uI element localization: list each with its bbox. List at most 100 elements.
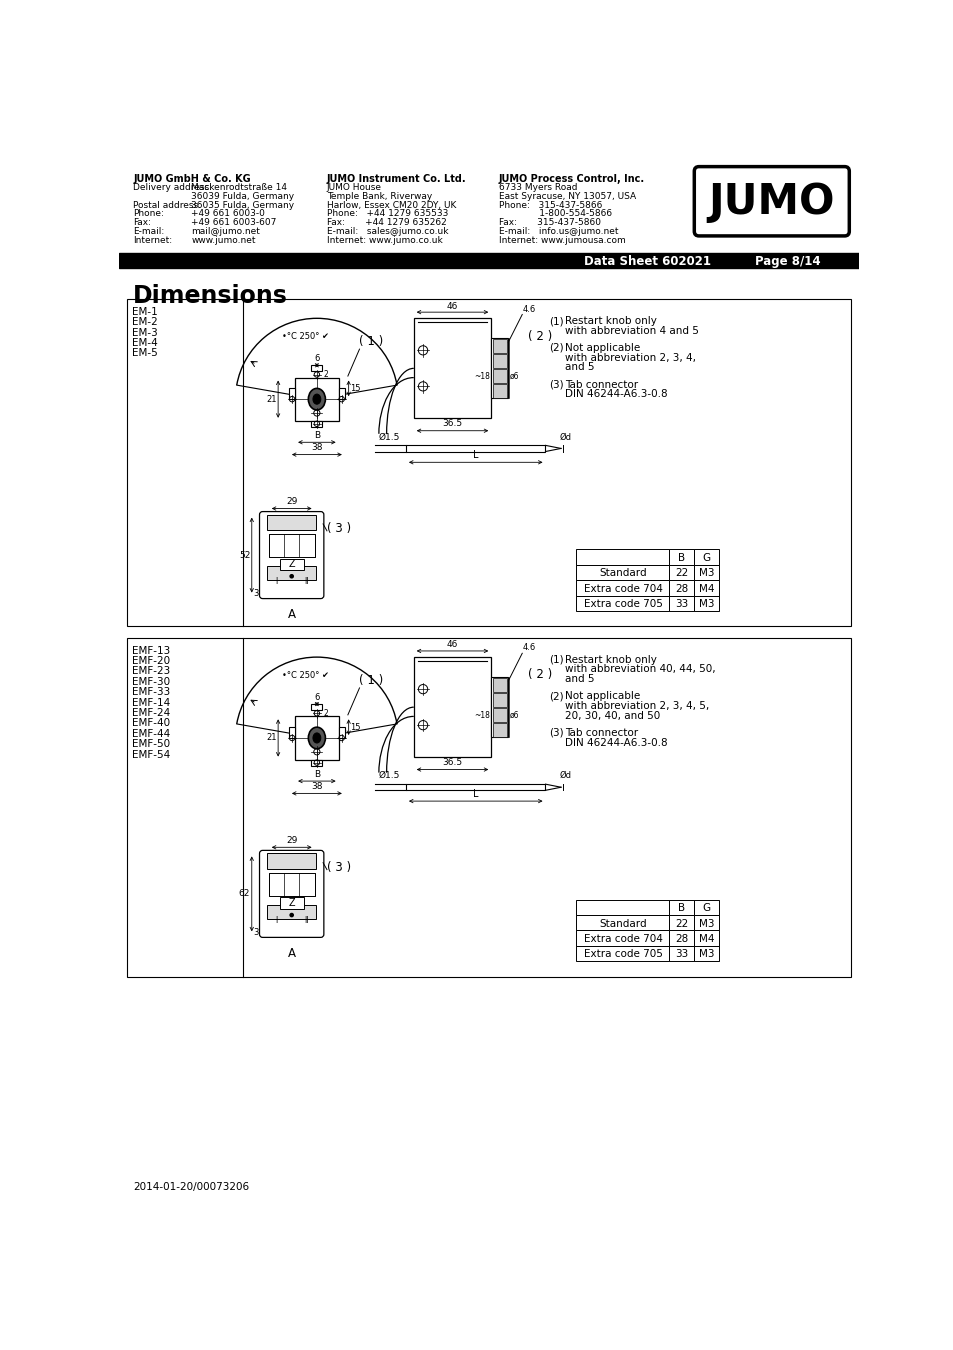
Bar	[338, 728, 344, 738]
Text: EM-4: EM-4	[132, 338, 157, 348]
Bar	[269, 533, 314, 558]
Text: 22: 22	[675, 568, 688, 578]
Text: ( 3 ): ( 3 )	[327, 522, 351, 535]
Bar	[493, 339, 506, 354]
Bar	[491, 678, 508, 737]
Text: Internet: www.jumousa.com: Internet: www.jumousa.com	[498, 236, 625, 244]
Bar	[669, 595, 694, 612]
Text: I: I	[275, 915, 277, 925]
Text: 2014-01-20/00073206: 2014-01-20/00073206	[133, 1183, 249, 1192]
Text: B: B	[314, 431, 319, 440]
Text: Postal address:: Postal address:	[133, 201, 201, 209]
Ellipse shape	[308, 389, 325, 410]
Text: Phone:   315-437-5866: Phone: 315-437-5866	[498, 201, 601, 209]
Text: JUMO Process Control, Inc.: JUMO Process Control, Inc.	[498, 174, 644, 184]
Bar	[669, 946, 694, 961]
Circle shape	[289, 913, 294, 918]
Bar	[279, 559, 303, 570]
Text: ( 1 ): ( 1 )	[359, 674, 383, 687]
Bar	[311, 421, 322, 427]
Text: DIN 46244-A6.3-0.8: DIN 46244-A6.3-0.8	[564, 389, 667, 400]
Bar	[406, 784, 545, 790]
Bar	[127, 637, 850, 976]
Text: Temple Bank, Riverway: Temple Bank, Riverway	[327, 192, 432, 201]
Circle shape	[289, 574, 294, 579]
Text: EM-1: EM-1	[132, 306, 157, 317]
Text: 36039 Fulda, Germany: 36039 Fulda, Germany	[192, 192, 294, 201]
Text: M3: M3	[699, 918, 714, 929]
Text: ( 1 ): ( 1 )	[359, 335, 383, 348]
Text: with abbreviation 2, 3, 4, 5,: with abbreviation 2, 3, 4, 5,	[564, 701, 708, 711]
Bar	[576, 564, 669, 580]
Text: Extra code 705: Extra code 705	[583, 949, 661, 960]
Text: JUMO Instrument Co. Ltd.: JUMO Instrument Co. Ltd.	[327, 174, 466, 184]
Bar	[267, 904, 315, 919]
Bar	[493, 693, 506, 707]
Text: •°C 250° ✔: •°C 250° ✔	[282, 332, 329, 342]
Bar	[267, 514, 315, 531]
Text: EMF-23: EMF-23	[132, 667, 170, 676]
Text: Phone:: Phone:	[133, 209, 164, 219]
Text: 21: 21	[266, 733, 276, 743]
Text: 15: 15	[350, 722, 360, 732]
FancyBboxPatch shape	[259, 512, 323, 598]
Text: Dimensions: Dimensions	[133, 284, 288, 308]
Text: 3: 3	[253, 589, 259, 598]
Text: JUMO House: JUMO House	[327, 182, 381, 192]
Bar	[311, 366, 322, 371]
Text: Phone:   +44 1279 635533: Phone: +44 1279 635533	[327, 209, 448, 219]
Bar	[576, 899, 669, 915]
Text: ( 2 ): ( 2 )	[527, 329, 552, 343]
Text: EMF-44: EMF-44	[132, 729, 170, 738]
Text: Z: Z	[288, 898, 294, 909]
Bar	[406, 446, 545, 451]
Text: DIN 46244-A6.3-0.8: DIN 46244-A6.3-0.8	[564, 737, 667, 748]
Bar	[694, 580, 719, 595]
Text: Fax:       +44 1279 635262: Fax: +44 1279 635262	[327, 219, 446, 227]
Bar	[289, 728, 294, 738]
Bar	[269, 872, 314, 896]
Bar	[576, 915, 669, 930]
FancyBboxPatch shape	[694, 166, 848, 236]
Text: Z: Z	[288, 559, 294, 570]
Text: L: L	[473, 450, 478, 460]
Bar	[267, 566, 315, 580]
Text: E-mail:   info.us@jumo.net: E-mail: info.us@jumo.net	[498, 227, 618, 236]
Text: Restart knob only: Restart knob only	[564, 316, 656, 325]
Text: M4: M4	[699, 934, 714, 944]
Text: +49 661 6003-607: +49 661 6003-607	[192, 219, 276, 227]
Text: L: L	[473, 788, 478, 799]
Text: Not applicable: Not applicable	[564, 691, 639, 702]
Bar	[493, 385, 506, 398]
Text: II: II	[304, 915, 309, 925]
Bar	[576, 549, 669, 564]
Text: 6: 6	[314, 354, 319, 363]
Text: 28: 28	[675, 583, 688, 594]
Text: and 5: and 5	[564, 674, 594, 684]
Bar	[267, 853, 315, 869]
Text: A: A	[288, 946, 295, 960]
Text: Fax:: Fax:	[133, 219, 151, 227]
Text: (3): (3)	[549, 728, 563, 738]
Ellipse shape	[308, 728, 325, 749]
Text: 38: 38	[311, 443, 322, 452]
Text: and 5: and 5	[564, 362, 594, 373]
Text: Ø1.5: Ø1.5	[378, 771, 400, 780]
Text: www.jumo.net: www.jumo.net	[192, 236, 255, 244]
Text: EMF-54: EMF-54	[132, 749, 170, 760]
Text: EMF-13: EMF-13	[132, 645, 170, 656]
Text: with abbreviation 40, 44, 50,: with abbreviation 40, 44, 50,	[564, 664, 715, 675]
Bar	[694, 549, 719, 564]
Bar	[669, 564, 694, 580]
Text: EM-2: EM-2	[132, 317, 157, 327]
Text: Delivery address:: Delivery address:	[133, 182, 212, 192]
Text: East Syracuse, NY 13057, USA: East Syracuse, NY 13057, USA	[498, 192, 636, 201]
Text: ø6: ø6	[509, 371, 518, 381]
Text: EM-5: EM-5	[132, 348, 157, 358]
Text: (2): (2)	[549, 343, 563, 352]
Bar	[694, 915, 719, 930]
Text: EMF-24: EMF-24	[132, 707, 170, 718]
Text: M4: M4	[699, 583, 714, 594]
Text: Internet: www.jumo.co.uk: Internet: www.jumo.co.uk	[327, 236, 442, 244]
Text: Extra code 705: Extra code 705	[583, 599, 661, 609]
